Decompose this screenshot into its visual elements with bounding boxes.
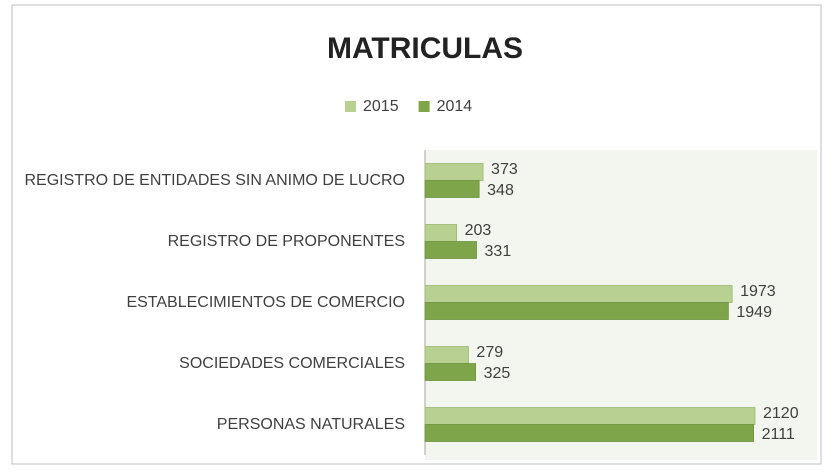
bar (424, 224, 457, 242)
data-label: 325 (484, 365, 511, 382)
bar (424, 407, 756, 425)
y-tick-label: ESTABLECIMIENTOS DE COMERCIO (126, 293, 405, 311)
category-label-box: REGISTRO DE PROPONENTES (168, 217, 405, 267)
data-label: 2120 (763, 405, 799, 422)
category-label-box: REGISTRO DE ENTIDADES SIN ANIMO DE LUCRO (25, 156, 406, 206)
y-tick-label: REGISTRO DE ENTIDADES SIN ANIMO DE LUCRO (24, 171, 406, 189)
legend-swatch (345, 101, 356, 112)
data-label: 348 (487, 182, 514, 199)
data-label: 279 (476, 344, 503, 361)
y-tick-label: REGISTRO DE PROPONENTES (167, 232, 405, 250)
bar (424, 363, 476, 381)
category-label-box: PERSONAS NATURALES (217, 400, 405, 450)
bar (424, 424, 754, 442)
bar (424, 302, 729, 320)
bar (424, 285, 733, 303)
data-label: 1949 (736, 304, 772, 321)
legend-label: 2014 (437, 98, 473, 115)
y-tick-label: PERSONAS NATURALES (216, 415, 405, 433)
legend-label: 2015 (363, 98, 399, 115)
data-label: 2111 (762, 426, 795, 443)
legend-swatch (418, 101, 430, 112)
bar (424, 163, 484, 181)
data-label: 203 (465, 222, 492, 239)
bar (424, 180, 480, 198)
category-label-box: SOCIEDADES COMERCIALES (179, 339, 405, 389)
data-label: 1973 (740, 283, 776, 300)
bar (424, 241, 477, 259)
chart-title: MATRICULAS (327, 32, 523, 65)
bar (424, 346, 469, 364)
data-label: 331 (485, 243, 512, 260)
y-tick-label: SOCIEDADES COMERCIALES (179, 354, 405, 372)
data-label: 373 (491, 161, 518, 178)
category-label-box: ESTABLECIMIENTOS DE COMERCIO (126, 278, 405, 328)
